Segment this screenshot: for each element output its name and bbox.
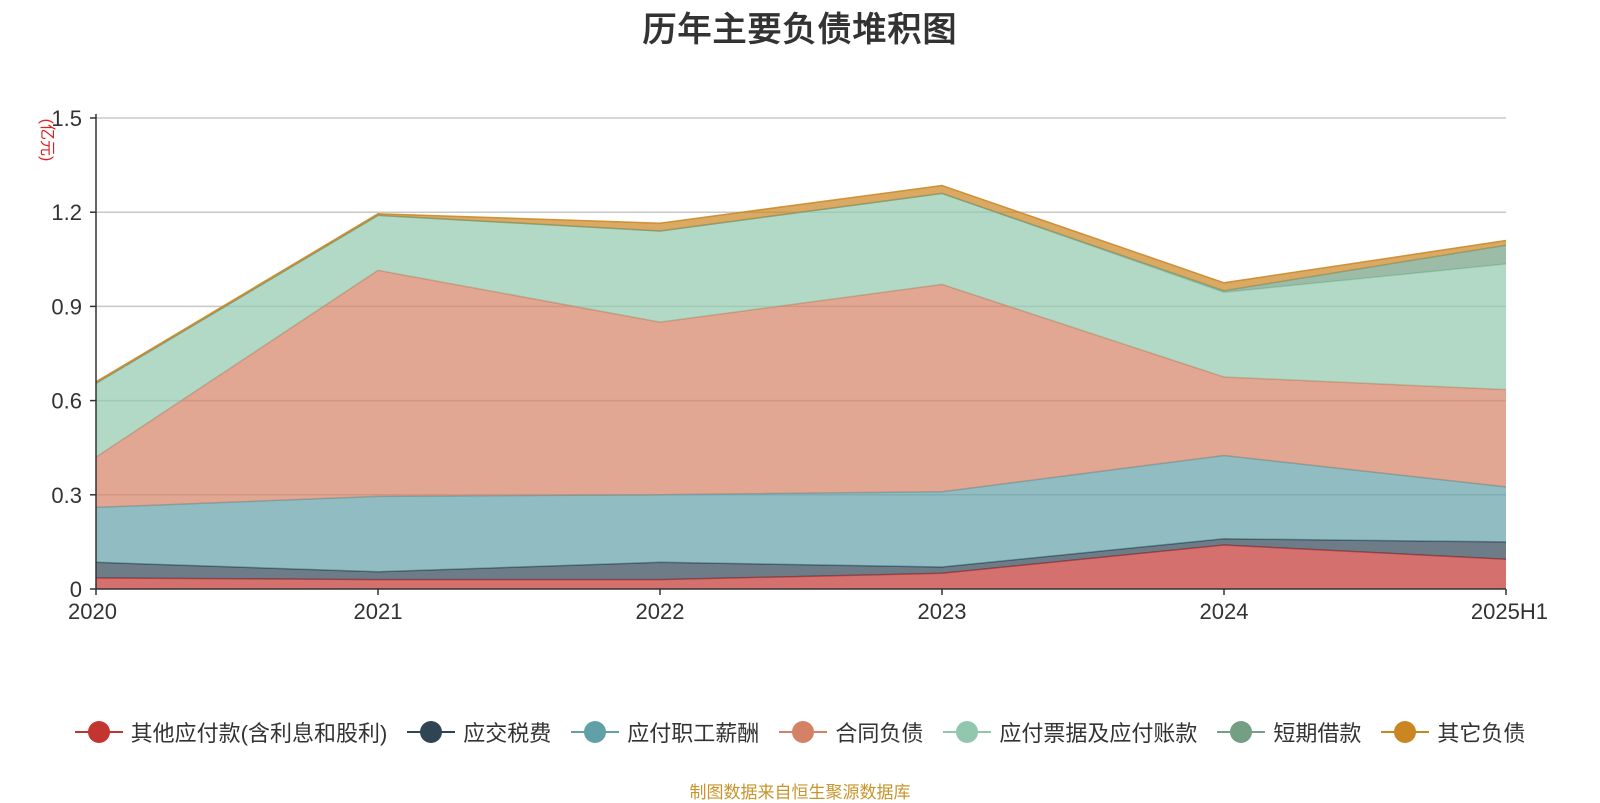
- legend-marker-icon: [779, 720, 828, 744]
- stacked-areas: [95, 184, 1507, 589]
- legend-item-0[interactable]: 其他应付款(含利息和股利): [74, 716, 388, 748]
- legend-marker-icon: [943, 720, 992, 744]
- legend-marker-icon: [1381, 720, 1430, 744]
- legend-label: 应交税费: [463, 721, 552, 746]
- y-axis-unit-label: (亿元): [38, 119, 56, 162]
- area-series-line-6: [95, 184, 1507, 383]
- legend: 其他应付款(含利息和股利) 应交税费 应付职工薪酬 合同负债 应付票据及应付账款 短期借款…: [0, 716, 1600, 748]
- area-series-4: [96, 193, 1506, 458]
- legend-label: 其他应付款(含利息和股利): [130, 721, 388, 746]
- x-tick-label: 2022: [636, 599, 685, 624]
- legend-item-2[interactable]: 应付职工薪酬: [571, 716, 759, 748]
- y-tick-label: 0: [70, 577, 82, 602]
- x-tick-label: 2021: [354, 599, 403, 624]
- area-series-0: [96, 545, 1506, 589]
- legend-item-6[interactable]: 其它负债: [1381, 716, 1525, 748]
- source-note: 制图数据来自恒生聚源数据库: [689, 783, 911, 802]
- legend-marker-icon: [74, 720, 123, 744]
- x-tick-label: 2020: [68, 599, 117, 624]
- y-tick-label: 1.5: [51, 106, 82, 131]
- axes: 0 0.3 0.6 0.9 1.2 1.5 2020 2021 2022 2023 2024 2025…: [51, 106, 1548, 624]
- legend-label: 短期借款: [1273, 721, 1362, 746]
- legend-label: 其它负债: [1437, 721, 1526, 746]
- y-tick-label: 0.6: [51, 389, 82, 414]
- y-tick-label: 0.3: [51, 483, 82, 508]
- legend-item-3[interactable]: 合同负债: [779, 716, 923, 748]
- chart-title: 历年主要负债堆积图: [642, 11, 958, 49]
- legend-marker-icon: [407, 720, 456, 744]
- y-tick-label: 1.2: [51, 200, 82, 225]
- legend-label: 合同负债: [835, 721, 924, 746]
- legend-item-1[interactable]: 应交税费: [407, 716, 551, 748]
- legend-label: 应付票据及应付账款: [999, 721, 1198, 746]
- legend-label: 应付职工薪酬: [627, 721, 760, 746]
- area-series-6: [96, 185, 1506, 384]
- legend-item-4[interactable]: 应付票据及应付账款: [943, 716, 1197, 748]
- x-tick-label: 2024: [1200, 599, 1249, 624]
- area-series-2: [96, 455, 1506, 572]
- x-tick-label: 2025H1: [1471, 599, 1548, 624]
- area-series-3: [96, 270, 1506, 508]
- legend-item-5[interactable]: 短期借款: [1217, 716, 1361, 748]
- x-tick-label: 2023: [918, 599, 967, 624]
- legend-marker-icon: [1217, 720, 1266, 744]
- y-tick-label: 0.9: [51, 294, 82, 319]
- legend-marker-icon: [571, 720, 620, 744]
